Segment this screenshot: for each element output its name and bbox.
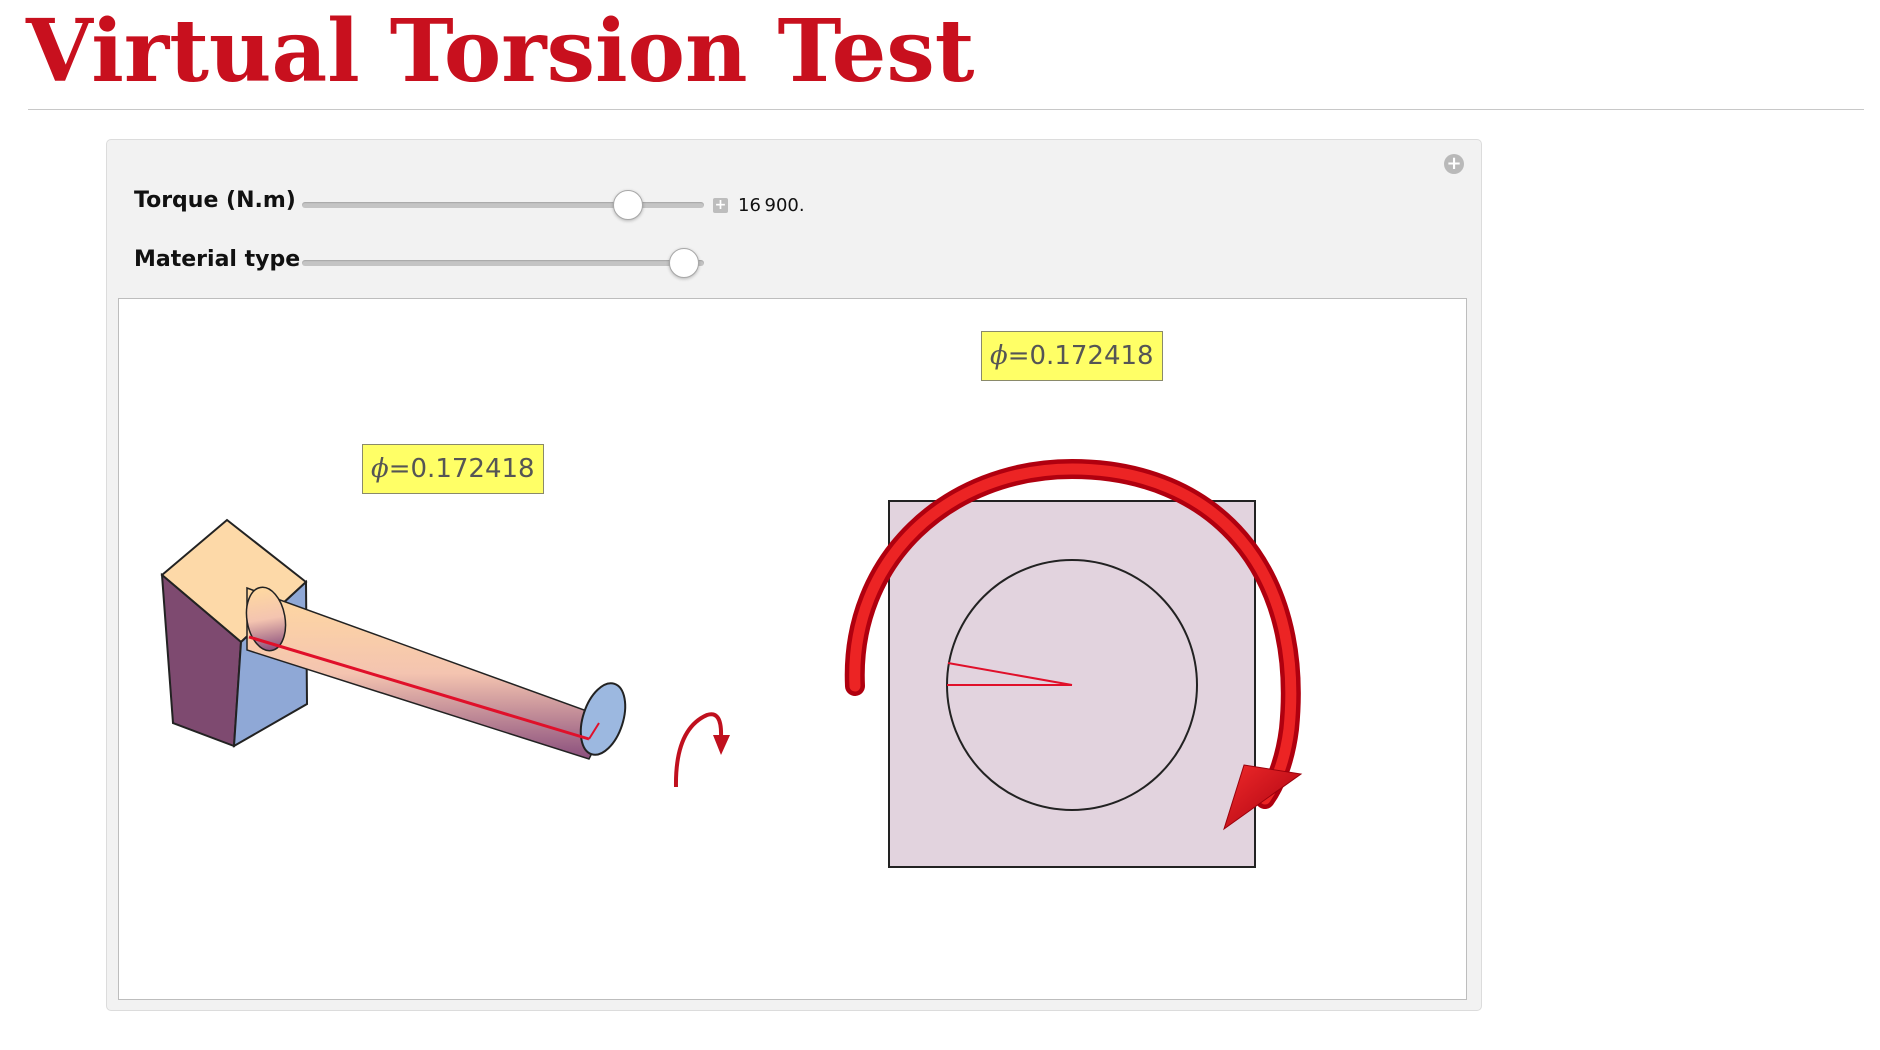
torque-label: Torque (N.m) xyxy=(134,188,296,213)
twist-line xyxy=(248,635,590,741)
torque-slider-thumb[interactable] xyxy=(612,190,643,220)
shaft-end-face xyxy=(579,682,627,756)
specimen-angle-label: ϕ=0.172418 xyxy=(362,444,544,494)
specimen-3d xyxy=(160,518,627,760)
section-angle-label: ϕ=0.172418 xyxy=(981,331,1163,381)
phi-symbol: ϕ xyxy=(990,341,1008,371)
page-title: Virtual Torsion Test xyxy=(26,1,975,102)
material-slider-thumb[interactable] xyxy=(668,248,699,278)
twist-end-line xyxy=(588,722,600,740)
material-label: Material type xyxy=(134,247,301,272)
title-divider xyxy=(28,109,1864,110)
large-torque-arrow xyxy=(844,458,1303,831)
graphics-area: ϕ=0.172418 ϕ=0.172418 xyxy=(118,298,1467,1000)
torsion-graphic xyxy=(160,458,1303,868)
torque-value: 16 900. xyxy=(738,195,805,216)
twisted-radius xyxy=(947,662,1073,686)
angle-value: =0.172418 xyxy=(388,454,535,484)
torque-expand-icon[interactable]: + xyxy=(713,197,728,213)
cross-section-view xyxy=(888,500,1256,868)
small-torque-arrow xyxy=(673,712,730,788)
shaft-root xyxy=(245,586,287,652)
angle-value: =0.172418 xyxy=(1007,341,1154,371)
material-slider[interactable] xyxy=(302,260,704,266)
torque-slider[interactable] xyxy=(302,202,704,208)
phi-symbol: ϕ xyxy=(371,454,389,484)
shaft-body xyxy=(246,586,611,760)
plus-circle-icon[interactable]: + xyxy=(1444,154,1464,174)
